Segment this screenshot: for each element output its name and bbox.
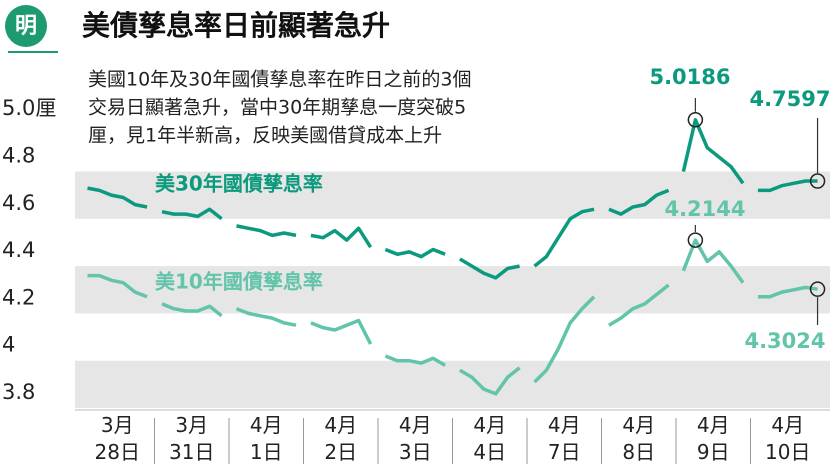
description: 厘，見1年半新高，反映美國借貸成本上升: [88, 125, 442, 147]
x-tick-label: 3月 28日: [94, 413, 140, 464]
y-tick-label: 4: [2, 333, 15, 357]
y-tick-label: 4.8: [2, 144, 35, 168]
y-tick-label: 4.6: [2, 191, 35, 215]
grid-band: [75, 360, 830, 408]
annotation-marker: [809, 173, 826, 189]
annotation: 4.7597: [749, 87, 830, 111]
y-tick-label: 4.4: [2, 238, 35, 262]
x-tick-label: 4月 2日: [324, 413, 358, 464]
annotation: 4.3024: [744, 329, 825, 353]
annotation-marker: [687, 232, 704, 248]
logo-badge: [5, 5, 47, 47]
grid-band: [75, 171, 830, 219]
series-label: 美30年國債孳息率: [155, 172, 323, 196]
x-tick-label: 3月 31日: [169, 413, 215, 464]
x-tick-label: 4月 8日: [622, 413, 656, 464]
description: 交易日顯著急升，當中30年期孳息一度突破5: [88, 97, 466, 119]
x-tick-label: 4月 7日: [547, 413, 581, 464]
x-tick-label: 4月 1日: [249, 413, 283, 464]
annotation-marker: [687, 112, 704, 128]
x-tick-label: 4月 9日: [696, 413, 730, 464]
x-tick-label: 4月 4日: [473, 413, 507, 464]
x-tick-label: 4月 10日: [765, 413, 811, 464]
y-tick-label: 3.8: [2, 380, 35, 404]
chart-title: 美債孳息率日前顯著急升: [82, 9, 390, 42]
annotation: 4.2144: [664, 197, 745, 221]
logo: 明: [15, 14, 37, 39]
grid-band: [75, 266, 830, 314]
series-line: [87, 118, 818, 280]
bands: [75, 171, 830, 408]
series-label: 美10年國債孳息率: [155, 270, 323, 294]
series-line: [87, 238, 818, 396]
y-tick-label: 4.2: [2, 285, 35, 309]
annotation: 5.0186: [649, 65, 730, 89]
x-tick-label: 4月 3日: [398, 413, 432, 464]
annotation-marker: [809, 281, 826, 297]
description: 美國10年及30年國債孳息率在昨日之前的3個: [88, 69, 471, 91]
y-tick-label: 5.0厘: [2, 96, 56, 120]
